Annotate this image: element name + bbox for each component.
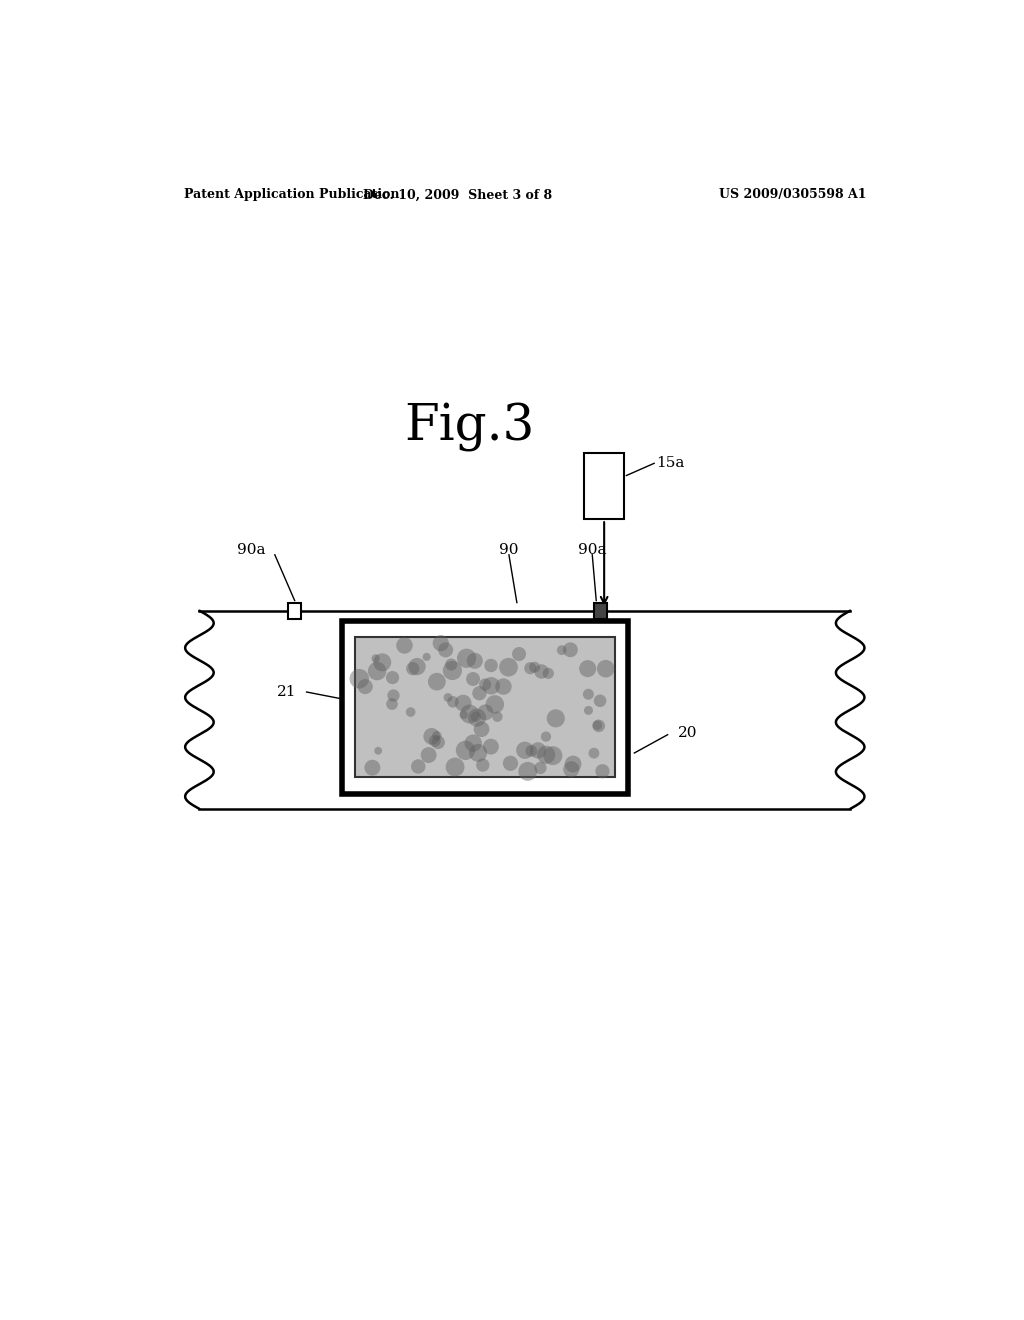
Point [432,632,449,653]
Point [581,684,597,705]
Point [540,663,556,684]
Point [368,648,384,669]
Point [419,647,435,668]
Point [477,675,494,696]
Point [592,690,608,711]
Point [456,705,472,726]
Point [384,693,400,714]
Bar [355,638,615,777]
Bar [594,602,606,619]
Point [443,653,460,675]
Point [477,702,494,723]
Point [483,655,500,676]
Point [496,676,512,697]
Point [489,706,506,727]
Text: Fig.3: Fig.3 [404,403,535,453]
Text: 90: 90 [499,543,519,557]
Point [446,756,463,777]
Point [545,744,561,766]
Text: Dec. 10, 2009  Sheet 3 of 8: Dec. 10, 2009 Sheet 3 of 8 [362,189,552,202]
Point [427,730,443,751]
Point [532,758,549,779]
Text: Patent Application Publication: Patent Application Publication [183,189,399,202]
Point [517,739,534,760]
Point [519,760,536,781]
Text: 90a: 90a [237,543,265,557]
Point [598,659,614,680]
Point [459,648,475,669]
Point [402,701,419,722]
Point [385,685,401,706]
Point [410,756,426,777]
Point [589,714,605,735]
Text: 15a: 15a [655,457,684,470]
Point [486,694,503,715]
Bar [585,453,624,519]
Point [437,639,454,660]
Point [538,744,554,766]
Point [429,725,445,746]
Text: US 2009/0305598 A1: US 2009/0305598 A1 [719,189,866,202]
Point [429,671,445,692]
Point [534,661,550,682]
Point [467,651,483,672]
Point [548,708,564,729]
Point [554,640,570,661]
Point [421,744,437,766]
Point [526,656,543,677]
Point [529,739,546,760]
Point [351,668,368,689]
Point [511,643,527,664]
Point [523,741,540,762]
Point [404,659,421,680]
Point [455,693,471,714]
Point [482,737,499,758]
Point [458,739,474,760]
Point [473,718,489,739]
Point [396,635,413,656]
Point [474,755,490,776]
Point [465,668,481,689]
Text: 90a: 90a [578,543,606,557]
Point [483,676,500,697]
Point [503,752,519,774]
Point [440,686,457,708]
Point [468,706,484,727]
Point [369,660,385,681]
Point [594,760,610,781]
Point [522,657,539,678]
Point [424,726,440,747]
Point [581,700,597,721]
Point [563,759,580,780]
Point [501,656,517,677]
Point [471,682,487,704]
Point [444,692,461,713]
Bar [289,602,301,619]
Point [409,656,425,677]
Point [565,754,582,775]
Point [444,660,461,681]
Point [365,758,381,779]
Point [562,639,579,660]
Point [384,667,400,688]
Point [370,741,386,762]
Point [465,733,481,754]
Point [538,726,554,747]
Text: 21: 21 [276,685,297,700]
Point [586,743,602,764]
Bar [342,620,628,793]
Point [591,715,607,737]
Point [357,676,374,697]
Point [469,708,485,729]
Point [374,652,390,673]
Point [462,704,478,725]
Point [470,742,486,763]
Point [430,731,446,752]
Point [580,659,596,680]
Text: 20: 20 [678,726,697,739]
